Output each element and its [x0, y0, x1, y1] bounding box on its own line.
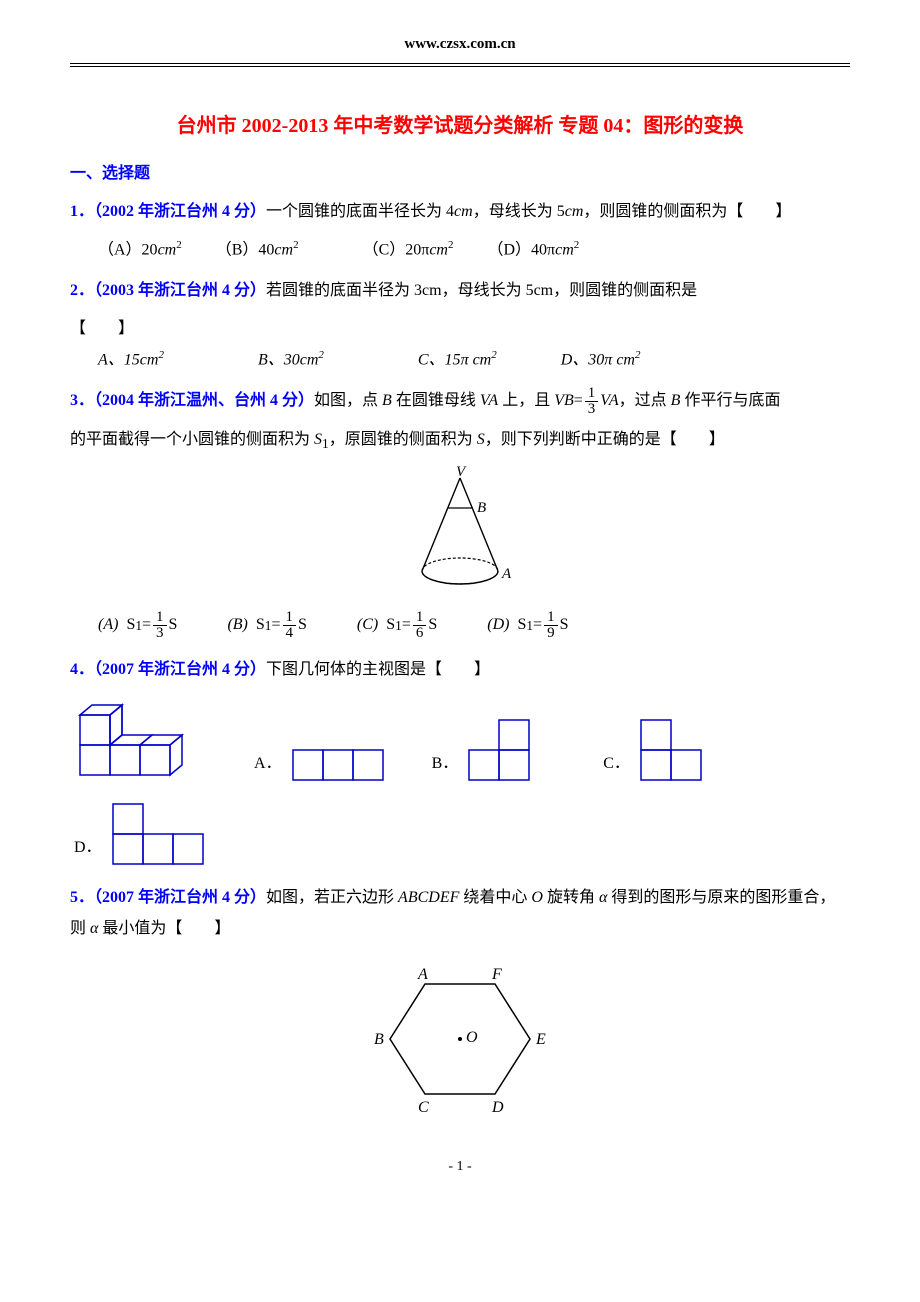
- q1-u1: cm: [454, 203, 473, 220]
- svg-text:B: B: [374, 1031, 384, 1048]
- page-header: www.czsx.com.cn: [70, 30, 850, 64]
- q2-optB: B、30cm2: [258, 345, 324, 376]
- q3-VA: VA: [480, 392, 498, 409]
- q3-t2: 在圆锥母线: [392, 392, 480, 409]
- q5-num: 5．: [70, 889, 94, 906]
- svg-text:F: F: [491, 966, 502, 983]
- svg-text:B: B: [477, 500, 486, 516]
- q3-optC: (C) S1 = 16S: [357, 610, 437, 641]
- cone-icon: V B A: [400, 466, 520, 596]
- q5-t5: 最小值为【 】: [98, 920, 230, 937]
- svg-text:E: E: [535, 1031, 546, 1048]
- q3-VA2: VA: [600, 392, 618, 409]
- q2-t1: 若圆锥的底面半径为 3cm，母线长为 5cm，则圆锥的侧面积是: [266, 282, 697, 299]
- q3-line2: 的平面截得一个小圆锥的侧面积为 S1，原圆锥的侧面积为 S，则下列判断中正确的是…: [70, 425, 850, 457]
- doc-title: 台州市 2002-2013 年中考数学试题分类解析 专题 04：图形的变换: [70, 107, 850, 145]
- q3-optB: (B) S1 = 14S: [227, 610, 306, 641]
- q1-t3: ，则圆锥的侧面积为【 】: [583, 203, 791, 220]
- q1-options: （A）20cm2 （B）40cm2 （C）20πcm2 （D）40πcm2: [70, 235, 850, 266]
- q1-src: （2002 年浙江台州 4 分）: [94, 203, 266, 220]
- q4-labelC: C．: [603, 749, 630, 779]
- q3-t1: 如图，点: [314, 392, 382, 409]
- q1-optA: （A）20cm2: [98, 235, 182, 266]
- svg-text:C: C: [418, 1099, 429, 1116]
- q1-optD: （D）40πcm2: [487, 235, 579, 266]
- q1-u2: cm: [565, 203, 584, 220]
- q4-num: 4．: [70, 661, 94, 678]
- q3-num: 3．: [70, 392, 94, 409]
- hexagon-icon: A F E D C B O: [360, 954, 560, 1124]
- svg-text:A: A: [417, 966, 428, 983]
- q3-VB: VB: [554, 392, 574, 409]
- q2-num: 2．: [70, 282, 94, 299]
- q5-hex-figure: A F E D C B O: [70, 954, 850, 1124]
- q2-optC: C、15π cm2: [418, 345, 497, 376]
- section-heading: 一、选择题: [70, 159, 850, 189]
- svg-text:D: D: [491, 1099, 504, 1116]
- q5-O: O: [531, 889, 543, 906]
- q1-t2: ，母线长为 5: [473, 203, 565, 220]
- svg-text:O: O: [466, 1029, 478, 1046]
- q4-optA-icon: [288, 745, 388, 785]
- q5-t1: 如图，若正六边形: [266, 889, 398, 906]
- q2-options: A、15cm2 B、30cm2 C、15π cm2 D、30π cm2: [70, 345, 850, 376]
- q1-optC: （C）20πcm2: [363, 235, 454, 266]
- q4-optB-icon: [464, 715, 539, 785]
- q4-src: （2007 年浙江台州 4 分）: [94, 661, 266, 678]
- q4-solid-icon: [70, 695, 220, 785]
- q3-optA: (A) S1 = 13S: [98, 610, 177, 641]
- q3-cone-figure: V B A: [70, 466, 850, 596]
- question-1: 1．（2002 年浙江台州 4 分）一个圆锥的底面半径长为 4cm，母线长为 5…: [70, 197, 850, 227]
- q2-optD: D、30π cm2: [561, 345, 641, 376]
- q3-B: B: [382, 392, 392, 409]
- q1-optB: （B）40cm2: [216, 235, 299, 266]
- question-4: 4．（2007 年浙江台州 4 分）下图几何体的主视图是【 】: [70, 655, 850, 685]
- q3-eq: =: [574, 392, 583, 409]
- q2-optA: A、15cm2: [98, 345, 164, 376]
- q4-optD-icon: [108, 799, 213, 869]
- q4-figures-row2: D．: [70, 799, 850, 869]
- q2-tail: 【 】: [70, 314, 850, 344]
- q5-t2: 绕着中心: [459, 889, 531, 906]
- q4-optC-icon: [636, 715, 711, 785]
- q3-options: (A) S1 = 13S (B) S1 = 14S (C) S1 = 16S (…: [70, 610, 850, 641]
- q3-t4: ，过点: [619, 392, 671, 409]
- q5-src: （2007 年浙江台州 4 分）: [94, 889, 266, 906]
- q1-num: 1．: [70, 203, 94, 220]
- question-2: 2．（2003 年浙江台州 4 分）若圆锥的底面半径为 3cm，母线长为 5cm…: [70, 276, 850, 306]
- svg-text:V: V: [456, 466, 467, 480]
- q3-optD: (D) S1 = 19S: [487, 610, 568, 641]
- q3-t5: 作平行与底面: [680, 392, 780, 409]
- q5-abc: ABCDEF: [398, 889, 459, 906]
- page-footer: - 1 -: [70, 1154, 850, 1181]
- q3-frac: 13: [585, 386, 599, 417]
- q3-B2: B: [671, 392, 681, 409]
- q3-src: （2004 年浙江温州、台州 4 分）: [94, 392, 314, 409]
- question-3: 3．（2004 年浙江温州、台州 4 分）如图，点 B 在圆锥母线 VA 上，且…: [70, 386, 850, 417]
- q4-labelA: A．: [254, 749, 282, 779]
- q3-t3: 上，且: [498, 392, 554, 409]
- q4-labelD: D．: [74, 833, 102, 863]
- q2-src: （2003 年浙江台州 4 分）: [94, 282, 266, 299]
- question-5: 5．（2007 年浙江台州 4 分）如图，若正六边形 ABCDEF 绕着中心 O…: [70, 883, 850, 944]
- header-rule: [70, 66, 850, 67]
- q4-labelB: B．: [432, 749, 459, 779]
- q4-txt: 下图几何体的主视图是【 】: [266, 661, 490, 678]
- q1-t1: 一个圆锥的底面半径长为 4: [266, 203, 454, 220]
- q4-figures: A． B． C．: [70, 695, 850, 785]
- q5-t3: 旋转角: [543, 889, 599, 906]
- svg-text:A: A: [501, 566, 512, 582]
